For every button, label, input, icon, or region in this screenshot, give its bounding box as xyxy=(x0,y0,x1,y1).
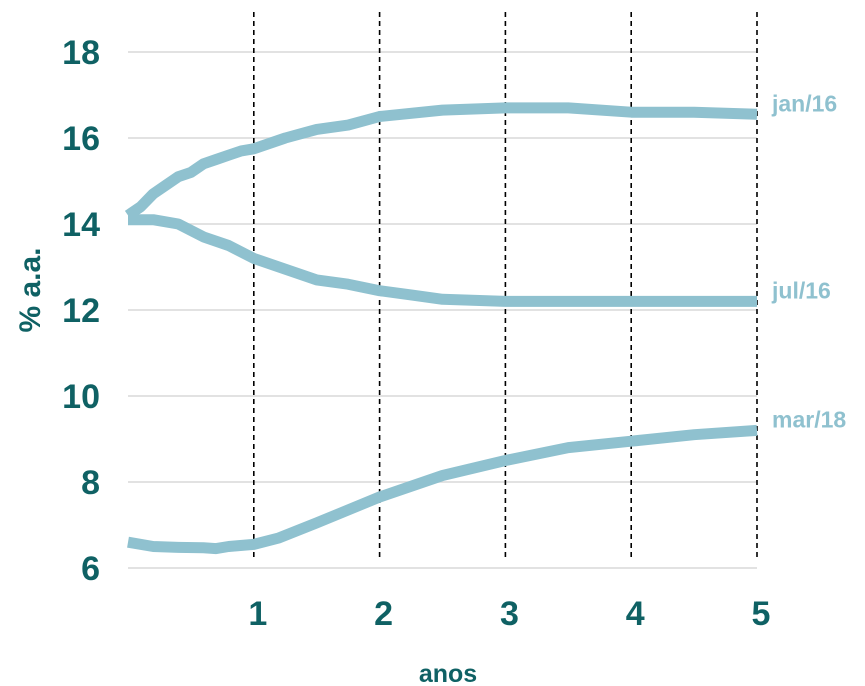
x-tick-label: 4 xyxy=(626,595,645,633)
series-layer xyxy=(124,102,758,555)
x-tick-label: 5 xyxy=(752,595,771,633)
y-tick-label: 6 xyxy=(81,550,100,588)
y-tick-label: 8 xyxy=(81,464,100,502)
y-tick-label: 10 xyxy=(62,378,100,416)
x-tick-label: 1 xyxy=(248,595,267,633)
x-tick-labels: 1 2 3 4 5 xyxy=(248,595,770,633)
y-tick-label: 14 xyxy=(62,206,100,244)
series-label: jan/16 xyxy=(771,90,837,116)
x-tick-label: 2 xyxy=(374,595,393,633)
y-tick-labels: 6 8 10 12 14 16 18 xyxy=(62,34,100,588)
series-line-2 xyxy=(127,424,758,555)
series-line-1 xyxy=(128,214,757,307)
series-line-0 xyxy=(124,102,758,220)
x-tick-label: 3 xyxy=(500,595,519,633)
grid-layer xyxy=(128,51,757,569)
y-tick-label: 18 xyxy=(62,34,100,72)
series-label: mar/18 xyxy=(772,406,846,432)
series-label: jul/16 xyxy=(771,277,831,303)
y-axis-title: % a.a. xyxy=(14,247,47,332)
series-labels: jan/16 jul/16 mar/18 xyxy=(771,90,846,432)
y-tick-label: 16 xyxy=(62,120,100,158)
y-tick-label: 12 xyxy=(62,292,100,330)
x-axis-title: anos xyxy=(419,660,477,686)
